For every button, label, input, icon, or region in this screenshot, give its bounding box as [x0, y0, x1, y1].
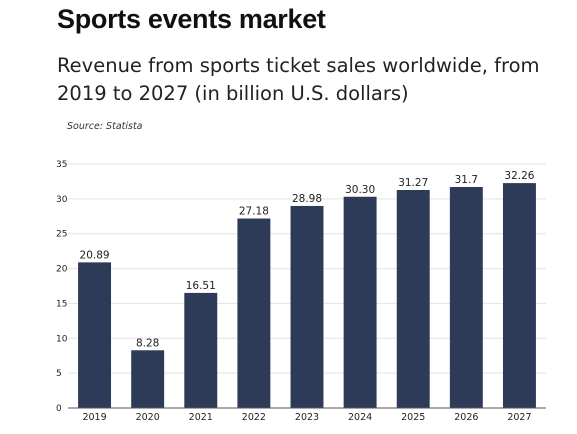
source-note: Source: Statista	[67, 121, 143, 132]
bar-2021[interactable]	[184, 292, 218, 408]
chart-title: Sports events market	[57, 4, 326, 34]
bar-2025[interactable]	[396, 190, 430, 408]
y-tick-label: 15	[56, 299, 67, 309]
y-tick-label: 35	[56, 160, 67, 170]
y-tick-label: 25	[56, 230, 67, 240]
bar-2022[interactable]	[237, 218, 271, 408]
x-tick-label-2025: 2025	[401, 412, 425, 423]
y-tick-label: 10	[56, 334, 68, 344]
bar-2019[interactable]	[78, 262, 112, 408]
bar-2024[interactable]	[343, 196, 377, 408]
x-tick-label-2026: 2026	[454, 412, 478, 423]
x-tick-label-2023: 2023	[295, 412, 319, 423]
data-label-2019: 20.89	[80, 249, 110, 261]
bar-2023[interactable]	[290, 205, 324, 408]
data-label-2022: 27.18	[239, 206, 269, 218]
bar-2026[interactable]	[449, 187, 483, 408]
x-tick-label-2021: 2021	[189, 412, 213, 423]
bar-2020[interactable]	[131, 350, 165, 408]
data-label-2020: 8.28	[136, 337, 159, 349]
data-label-2025: 31.27	[398, 177, 428, 189]
x-tick-label-2020: 2020	[136, 412, 160, 423]
x-axis-ticks: 2019 2020 2021 2022 2023 2024 2025 2026 2027	[82, 412, 531, 423]
y-tick-label: 5	[56, 369, 62, 379]
y-tick-label: 30	[56, 195, 68, 205]
data-label-2027: 32.26	[504, 170, 534, 182]
y-tick-label: 20	[56, 265, 68, 275]
data-label-2021: 16.51	[186, 280, 216, 292]
data-label-2023: 28.98	[292, 193, 322, 205]
bar-2027[interactable]	[502, 183, 536, 408]
x-tick-label-2022: 2022	[242, 412, 266, 423]
x-tick-label-2027: 2027	[507, 412, 531, 423]
chart-subtitle: Revenue from sports ticket sales worldwi…	[57, 54, 540, 105]
bars	[78, 183, 536, 408]
x-tick-label-2024: 2024	[348, 412, 372, 423]
x-tick-label-2019: 2019	[82, 412, 106, 423]
data-labels: 20.89 8.28 16.51 27.18 28.98 30.30 31.27 31.7 32…	[80, 170, 535, 349]
y-axis-ticks: 0 5 10 15 20 25 30 35	[56, 160, 68, 414]
y-tick-label: 0	[56, 404, 62, 414]
data-label-2024: 30.30	[345, 184, 375, 196]
data-label-2026: 31.7	[455, 174, 478, 186]
